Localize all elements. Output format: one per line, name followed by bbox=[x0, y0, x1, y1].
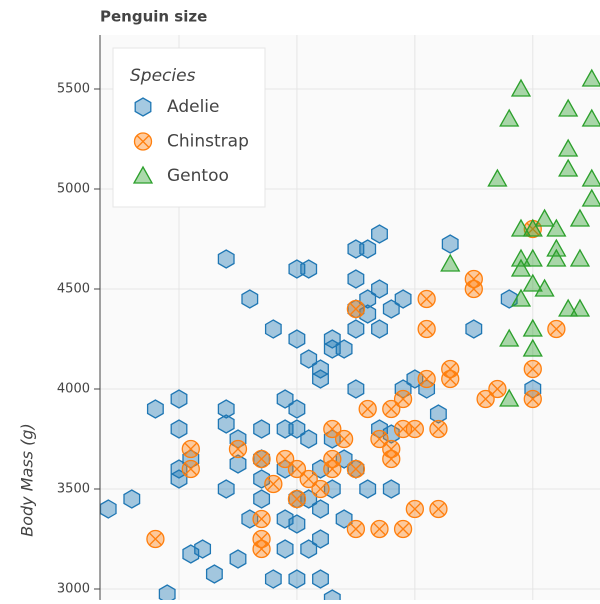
point bbox=[371, 521, 388, 538]
point bbox=[395, 290, 411, 308]
point bbox=[312, 481, 329, 498]
point bbox=[348, 270, 364, 288]
point bbox=[207, 565, 223, 583]
point bbox=[135, 133, 152, 150]
point bbox=[254, 420, 270, 438]
legend-label: Gentoo bbox=[167, 166, 229, 186]
point bbox=[372, 320, 388, 338]
point bbox=[301, 260, 317, 278]
y-tick-label: 5500 bbox=[57, 82, 90, 97]
point bbox=[171, 390, 187, 408]
point bbox=[289, 570, 305, 588]
point bbox=[230, 550, 246, 568]
point bbox=[347, 461, 364, 478]
point bbox=[430, 501, 447, 518]
point bbox=[101, 500, 117, 518]
point bbox=[229, 441, 246, 458]
point bbox=[418, 291, 435, 308]
point bbox=[148, 400, 164, 418]
point bbox=[289, 515, 305, 533]
y-tick-label: 4500 bbox=[57, 282, 90, 297]
point bbox=[253, 511, 270, 528]
point bbox=[395, 391, 412, 408]
point bbox=[360, 480, 376, 498]
point bbox=[372, 280, 388, 298]
point bbox=[336, 431, 353, 448]
point bbox=[218, 480, 234, 498]
point bbox=[418, 321, 435, 338]
point bbox=[489, 381, 506, 398]
point bbox=[289, 400, 305, 418]
point bbox=[359, 401, 376, 418]
point bbox=[442, 235, 458, 253]
point bbox=[313, 570, 329, 588]
point bbox=[313, 530, 329, 548]
y-tick-label: 5000 bbox=[57, 182, 90, 197]
point bbox=[524, 361, 541, 378]
point bbox=[347, 521, 364, 538]
point bbox=[548, 321, 565, 338]
point bbox=[384, 480, 400, 498]
point bbox=[253, 541, 270, 558]
point bbox=[171, 420, 187, 438]
point bbox=[218, 415, 234, 433]
point bbox=[277, 540, 293, 558]
point bbox=[266, 320, 282, 338]
legend-title: Species bbox=[130, 66, 196, 86]
legend: Species Adelie Chinstrap Gentoo bbox=[113, 48, 265, 207]
point bbox=[218, 250, 234, 268]
point bbox=[124, 490, 140, 508]
point bbox=[135, 98, 151, 116]
legend-label: Chinstrap bbox=[167, 132, 249, 152]
point bbox=[442, 371, 459, 388]
point bbox=[348, 380, 364, 398]
y-axis-label: Body Mass (g) bbox=[18, 423, 37, 536]
point bbox=[242, 290, 258, 308]
point bbox=[406, 421, 423, 438]
y-tick-label: 4000 bbox=[57, 382, 90, 397]
point bbox=[182, 461, 199, 478]
point bbox=[313, 500, 329, 518]
point bbox=[395, 521, 412, 538]
point bbox=[465, 281, 482, 298]
point bbox=[348, 320, 364, 338]
y-tick-label: 3000 bbox=[57, 582, 90, 597]
point bbox=[182, 441, 199, 458]
point bbox=[418, 371, 435, 388]
point bbox=[266, 570, 282, 588]
point bbox=[347, 301, 364, 318]
point bbox=[289, 330, 305, 348]
point bbox=[383, 451, 400, 468]
point bbox=[301, 430, 317, 448]
point bbox=[430, 421, 447, 438]
legend-label: Adelie bbox=[167, 97, 220, 117]
point bbox=[524, 391, 541, 408]
point bbox=[265, 476, 282, 493]
point bbox=[254, 490, 270, 508]
point bbox=[360, 240, 376, 258]
point bbox=[288, 491, 305, 508]
point bbox=[466, 320, 482, 338]
point bbox=[313, 370, 329, 388]
point bbox=[336, 340, 352, 358]
chart-title: Penguin size bbox=[100, 8, 207, 26]
y-tick-label: 3500 bbox=[57, 482, 90, 497]
point bbox=[406, 501, 423, 518]
point bbox=[147, 531, 164, 548]
point bbox=[195, 540, 211, 558]
y-axis: 3000 3500 4000 4500 5000 5500 bbox=[57, 35, 100, 600]
point bbox=[253, 451, 270, 468]
point bbox=[372, 225, 388, 243]
point bbox=[324, 461, 341, 478]
